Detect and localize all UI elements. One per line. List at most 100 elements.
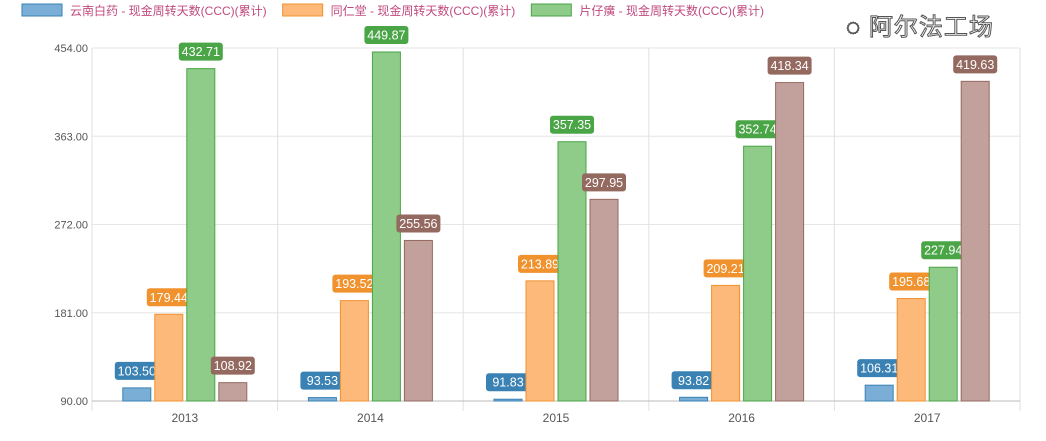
data-label: 418.34	[767, 56, 812, 75]
bar	[371, 51, 401, 402]
data-label: 93.82	[671, 371, 716, 390]
data-label: 106.31	[857, 359, 902, 378]
data-label: 432.71	[178, 42, 223, 61]
data-label: 352.74	[735, 120, 780, 139]
bar	[711, 284, 741, 402]
data-label: 209.21	[703, 259, 748, 278]
data-label-bg	[703, 259, 748, 278]
data-label-bg	[396, 214, 441, 233]
data-label-text: 352.74	[738, 123, 776, 137]
data-label: 91.83	[486, 373, 530, 392]
x-tick-label: 2014	[357, 411, 384, 425]
legend-label: 同仁堂 - 现金周转天数(CCC)(累计)	[331, 3, 516, 18]
data-label-bg	[364, 26, 409, 45]
data-label-text: 419.63	[956, 58, 994, 72]
watermark-logo: ◌ 阿尔法工场	[846, 14, 994, 42]
legend-item: 同仁堂 - 现金周转天数(CCC)(累计)	[282, 3, 516, 18]
data-label-text: 193.52	[335, 277, 373, 291]
data-label-text: 357.35	[553, 118, 591, 132]
data-label-text: 297.95	[585, 176, 623, 190]
data-label-text: 108.92	[214, 359, 252, 373]
bar	[493, 398, 523, 402]
legend-swatch	[21, 3, 63, 17]
data-label: 108.92	[210, 356, 255, 375]
data-label-text: 449.87	[367, 29, 405, 43]
bar	[154, 313, 184, 402]
data-label-bg	[146, 288, 191, 307]
bar	[339, 300, 369, 402]
bar	[743, 145, 773, 402]
bar	[679, 396, 709, 402]
data-label: 419.63	[953, 55, 998, 74]
bar	[864, 384, 894, 402]
data-label: 255.56	[396, 214, 441, 233]
bar	[186, 68, 216, 402]
data-label: 179.44	[146, 288, 191, 307]
data-label-bg	[582, 173, 626, 192]
data-label-bg	[300, 371, 345, 390]
bar	[218, 382, 248, 402]
bar	[589, 198, 619, 402]
legend-swatch	[282, 3, 324, 17]
data-label: 297.95	[582, 173, 626, 192]
data-label-bg	[767, 56, 812, 75]
y-tick-label: 363.00	[54, 131, 88, 143]
data-label-bg	[671, 371, 716, 390]
data-label-bg	[210, 356, 255, 375]
data-label-text: 93.53	[307, 374, 338, 388]
data-label-text: 209.21	[706, 262, 744, 276]
bar	[928, 266, 958, 402]
data-label-text: 195.68	[892, 275, 930, 289]
data-label-bg	[178, 42, 223, 61]
y-tick-label: 90.00	[60, 396, 88, 408]
data-label-text: 93.82	[678, 374, 709, 388]
data-label-text: 227.94	[924, 244, 962, 258]
data-label-text: 91.83	[492, 376, 523, 390]
bar	[960, 80, 990, 402]
data-label: 193.52	[332, 274, 377, 293]
bar	[557, 141, 587, 402]
data-label: 195.68	[889, 272, 934, 291]
legend-label: 片仔癀 - 现金周转天数(CCC)(累计)	[579, 3, 764, 18]
data-label-text: 255.56	[399, 217, 437, 231]
x-tick-label: 2015	[543, 411, 570, 425]
data-label-text: 213.89	[521, 257, 559, 271]
bar	[525, 280, 555, 402]
data-label-bg	[550, 115, 594, 134]
legend-label: 云南白药 - 现金周转天数(CCC)(累计)	[70, 3, 267, 18]
data-label-bg	[857, 359, 902, 378]
data-label-text: 179.44	[150, 291, 188, 305]
data-label: 449.87	[364, 26, 409, 45]
data-label: 213.89	[518, 254, 562, 273]
data-label: 103.50	[114, 361, 159, 380]
legend-swatch	[530, 3, 572, 17]
watermark-text: 阿尔法工场	[868, 14, 994, 42]
data-label-bg	[486, 373, 530, 392]
legend-item: 片仔癀 - 现金周转天数(CCC)(累计)	[530, 3, 764, 18]
data-label-bg	[114, 361, 159, 380]
data-label: 93.53	[300, 371, 345, 390]
x-tick-label: 2016	[728, 411, 755, 425]
data-label-bg	[921, 241, 966, 260]
x-tick-label: 2013	[171, 411, 198, 425]
data-label: 227.94	[921, 241, 966, 260]
x-tick-label: 2017	[914, 411, 941, 425]
data-label-bg	[953, 55, 998, 74]
data-label-bg	[518, 254, 562, 273]
bar	[896, 298, 926, 402]
data-label-text: 103.50	[118, 364, 156, 378]
data-label-text: 432.71	[182, 45, 220, 59]
data-label-bg	[332, 274, 377, 293]
bar	[307, 397, 337, 402]
y-tick-label: 454.00	[54, 43, 88, 55]
data-label-bg	[735, 120, 780, 139]
data-label-text: 106.31	[860, 362, 898, 376]
data-label-text: 418.34	[770, 59, 808, 73]
bar	[775, 82, 805, 402]
legend-item: 云南白药 - 现金周转天数(CCC)(累计)	[21, 3, 267, 18]
bar	[403, 239, 433, 402]
y-tick-label: 272.00	[54, 220, 88, 232]
data-label: 357.35	[550, 115, 594, 134]
